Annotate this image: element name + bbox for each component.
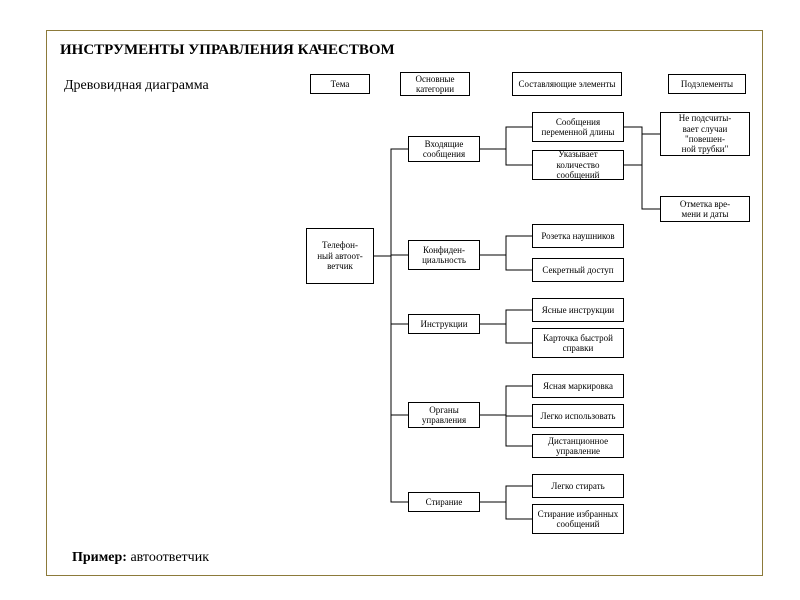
tree-node-e_varlen: Сообщения переменной длины [532,112,624,142]
tree-node-c_conf: Конфиден- циальность [408,240,480,270]
page-title: ИНСТРУМЕНТЫ УПРАВЛЕНИЯ КАЧЕСТВОМ [60,42,395,59]
tree-node-c_instr: Инструкции [408,314,480,334]
tree-node-e_easy: Легко использовать [532,404,624,428]
tree-node-e_count: Указывает количество сообщений [532,150,624,180]
example-text: автоответчик [130,550,209,565]
tree-node-e_eeasy: Легко стирать [532,474,624,498]
tree-node-h_elem: Составляющие элементы [512,72,622,96]
tree-node-root: Телефон- ный автоот- ветчик [306,228,374,284]
tree-node-c_ctrl: Органы управления [408,402,480,428]
example-prefix: Пример: [72,550,130,565]
tree-node-e_clear: Ясные инструкции [532,298,624,322]
tree-node-h_cat: Основные категории [400,72,470,96]
page-subtitle: Древовидная диаграмма [64,78,209,94]
tree-node-c_erase: Стирание [408,492,480,512]
tree-node-e_remote: Дистанционное управление [532,434,624,458]
tree-node-c_in: Входящие сообщения [408,136,480,162]
tree-node-h_theme: Тема [310,74,370,94]
tree-node-s_stamp: Отметка вре- мени и даты [660,196,750,222]
tree-node-e_mark: Ясная маркировка [532,374,624,398]
tree-node-e_esel: Стирание избранных сообщений [532,504,624,534]
content-frame [46,30,763,576]
tree-node-h_sub: Подэлементы [668,74,746,94]
tree-node-e_secret: Секретный доступ [532,258,624,282]
tree-node-e_jack: Розетка наушников [532,224,624,248]
tree-node-e_card: Карточка быстрой справки [532,328,624,358]
example-caption: Пример: автоответчик [72,550,209,566]
tree-node-s_nocount: Не подсчиты- вает случаи "повешен- ной т… [660,112,750,156]
